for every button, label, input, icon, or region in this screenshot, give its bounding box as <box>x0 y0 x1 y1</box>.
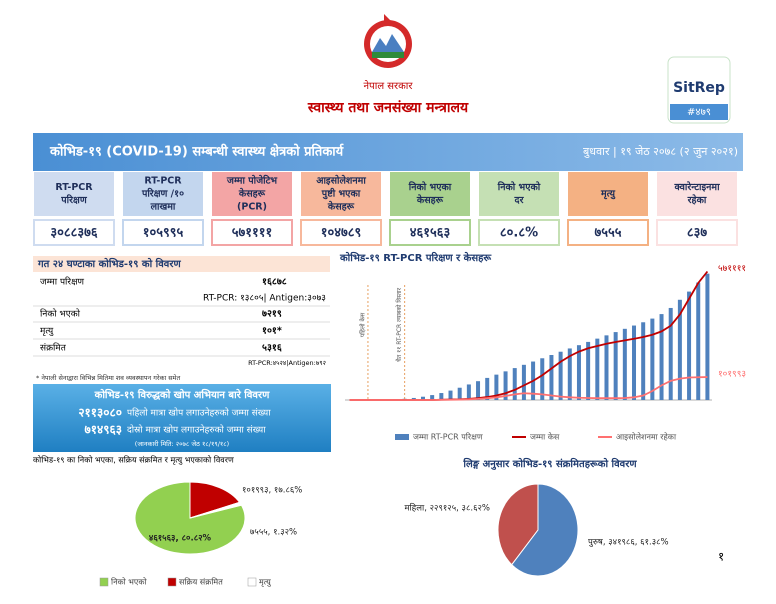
row-value: १०१* <box>262 326 282 337</box>
sitrep-number: #४७९ <box>687 107 711 118</box>
card-value: १०४७८९ <box>321 226 362 241</box>
chart-title: कोभिड-१९ RT-PCR परिक्षण र केसहरू <box>339 251 492 264</box>
card-label: लाखमा <box>150 202 176 213</box>
last24-title: गत २४ घण्टाका कोभिड-१९ को विवरण <box>37 257 181 270</box>
legend-label: जम्मा RT-PCR परिक्षण <box>413 432 483 442</box>
pie-label: महिला, २२९१२५, ३८.६२% <box>404 503 490 514</box>
vaccine-label: पहिलो मात्रा खोप लगाउनेहरुको जम्मा संख्य… <box>127 407 271 419</box>
card-label: परिक्षण /१० <box>141 188 184 200</box>
card-label: दर <box>514 195 525 206</box>
bar <box>586 342 590 400</box>
row-value: ७२१९ <box>262 309 282 320</box>
card-label: जम्मा पोजेटिभ <box>226 175 278 187</box>
row-value: १६८७८ <box>262 277 287 288</box>
last24-note: * नेपाली सेनाद्वारा विभिन्न मितिमा शव व्… <box>36 374 181 382</box>
bar <box>559 352 563 400</box>
row-label: जम्मा परिक्षण <box>40 276 85 288</box>
bar <box>458 388 462 400</box>
card-value: ४६१५६३ <box>410 226 451 241</box>
card-value: ७५५५ <box>594 226 621 241</box>
bar <box>632 326 636 400</box>
legend-label: जम्मा केस <box>530 432 560 442</box>
legend-label: सक्रिय संक्रमित <box>179 577 223 587</box>
legend-label: आइसोलेशनमा रहेका <box>616 432 677 442</box>
bar <box>641 322 645 400</box>
bar <box>467 384 471 400</box>
row-detail: RT-PCR:४५२४|Antigen:७९२ <box>248 359 326 367</box>
annotation: चैत ११ RT-PCR ल्याबको विस्तार <box>395 287 403 362</box>
pie-label: १०१९९३, १७.८६% <box>242 486 302 496</box>
vaccine-title: कोभिड-१९ विरुद्धको खोप अभियान बारे विवरण <box>94 388 270 401</box>
card-label: केसहरू <box>327 201 355 213</box>
bar <box>696 283 700 400</box>
banner-title: कोभिड-१९ (COVID-19) सम्बन्धी स्वास्थ्य क… <box>49 144 344 160</box>
card-header <box>479 172 559 216</box>
card-label: केसहरू <box>238 188 266 200</box>
legend-swatch <box>100 578 108 586</box>
card-label: पुष्टी भएका <box>321 188 361 200</box>
bar <box>705 274 709 400</box>
page-number: १ <box>718 550 724 564</box>
legend-label: निको भएको <box>111 577 147 587</box>
card-header <box>390 172 470 216</box>
banner-date: बुधवार | १९ जेठ २०७८ (२ जुन २०२१) <box>583 145 738 158</box>
chart-title: लिङ्ग अनुसार कोभिड-१९ संक्रमितहरूको विवर… <box>462 457 637 470</box>
legend-label: मृत्यु <box>259 578 272 588</box>
card-header <box>34 172 114 216</box>
bar <box>595 339 599 400</box>
bar <box>687 292 691 400</box>
row-value: ५३१६ <box>262 343 282 354</box>
legend-swatch <box>168 578 176 586</box>
legend-swatch <box>248 578 256 586</box>
annotation: पहिलो केस <box>358 312 366 337</box>
card-label: आइसोलेशनमा <box>316 175 366 187</box>
vaccine-value: ७१४९६३ <box>85 423 122 437</box>
vaccine-value: २११३०८० <box>78 406 122 420</box>
pie-label: ७५५५, १.३२% <box>250 528 297 538</box>
bar <box>669 308 673 400</box>
row-label: मृत्यु <box>40 327 54 337</box>
card-value: ८३७ <box>687 226 708 241</box>
end-label: १०१९९३ <box>718 370 746 380</box>
end-label: ५७११११ <box>718 264 746 274</box>
pie-label: पुरुष, ३४१९८६, ६१.३८% <box>588 538 669 548</box>
card-label: निको भएको <box>497 181 541 193</box>
vaccine-note: (जानकारी मिति: २०७८ जेठ १८/१९/१८) <box>135 440 229 448</box>
sitrep-label: SitRep <box>673 80 725 96</box>
bar <box>577 345 581 400</box>
government: नेपाल सरकार <box>364 80 414 92</box>
card-label: (PCR) <box>237 202 267 213</box>
bar <box>449 391 453 400</box>
card-label: निको भएका <box>408 181 452 193</box>
row-label: निको भएको <box>40 308 81 320</box>
row-label: संक्रमित <box>40 342 67 354</box>
card-label: रहेका <box>687 194 707 206</box>
card-label: RT-PCR <box>55 182 93 193</box>
vaccine-label: दोस्रो मात्रा खोप लगाउनेहरुको जम्मा संख्… <box>127 424 266 436</box>
card-label: क्वारेन्टाइनमा <box>673 181 720 193</box>
bar <box>650 319 654 400</box>
card-value: ३०८८३७६ <box>50 226 98 241</box>
emblem <box>364 14 412 68</box>
card-label: केसहरू <box>416 194 444 206</box>
card-header <box>657 172 737 216</box>
row-detail: RT-PCR: १३८०५| Antigen:३०७३ <box>203 294 326 304</box>
card-label: RT-PCR <box>144 176 182 187</box>
pie-label: ४६१५६३, ८०.८२% <box>149 534 212 544</box>
bar <box>522 365 526 400</box>
legend-swatch <box>395 434 409 440</box>
card-value: ८०.८% <box>500 226 538 241</box>
card-value: ५७११११ <box>232 226 273 241</box>
card-value: १०५९९५ <box>143 226 184 241</box>
chart-title: कोभिड-१९ का निको भएका, सक्रिय संक्रमित र… <box>33 455 234 466</box>
card-label: परिक्षण <box>60 194 88 206</box>
ministry: स्वास्थ्य तथा जनसंख्या मन्त्रालय <box>307 100 469 116</box>
card-label: मृत्यु <box>600 189 616 200</box>
bar <box>549 355 553 400</box>
bar <box>604 335 608 400</box>
